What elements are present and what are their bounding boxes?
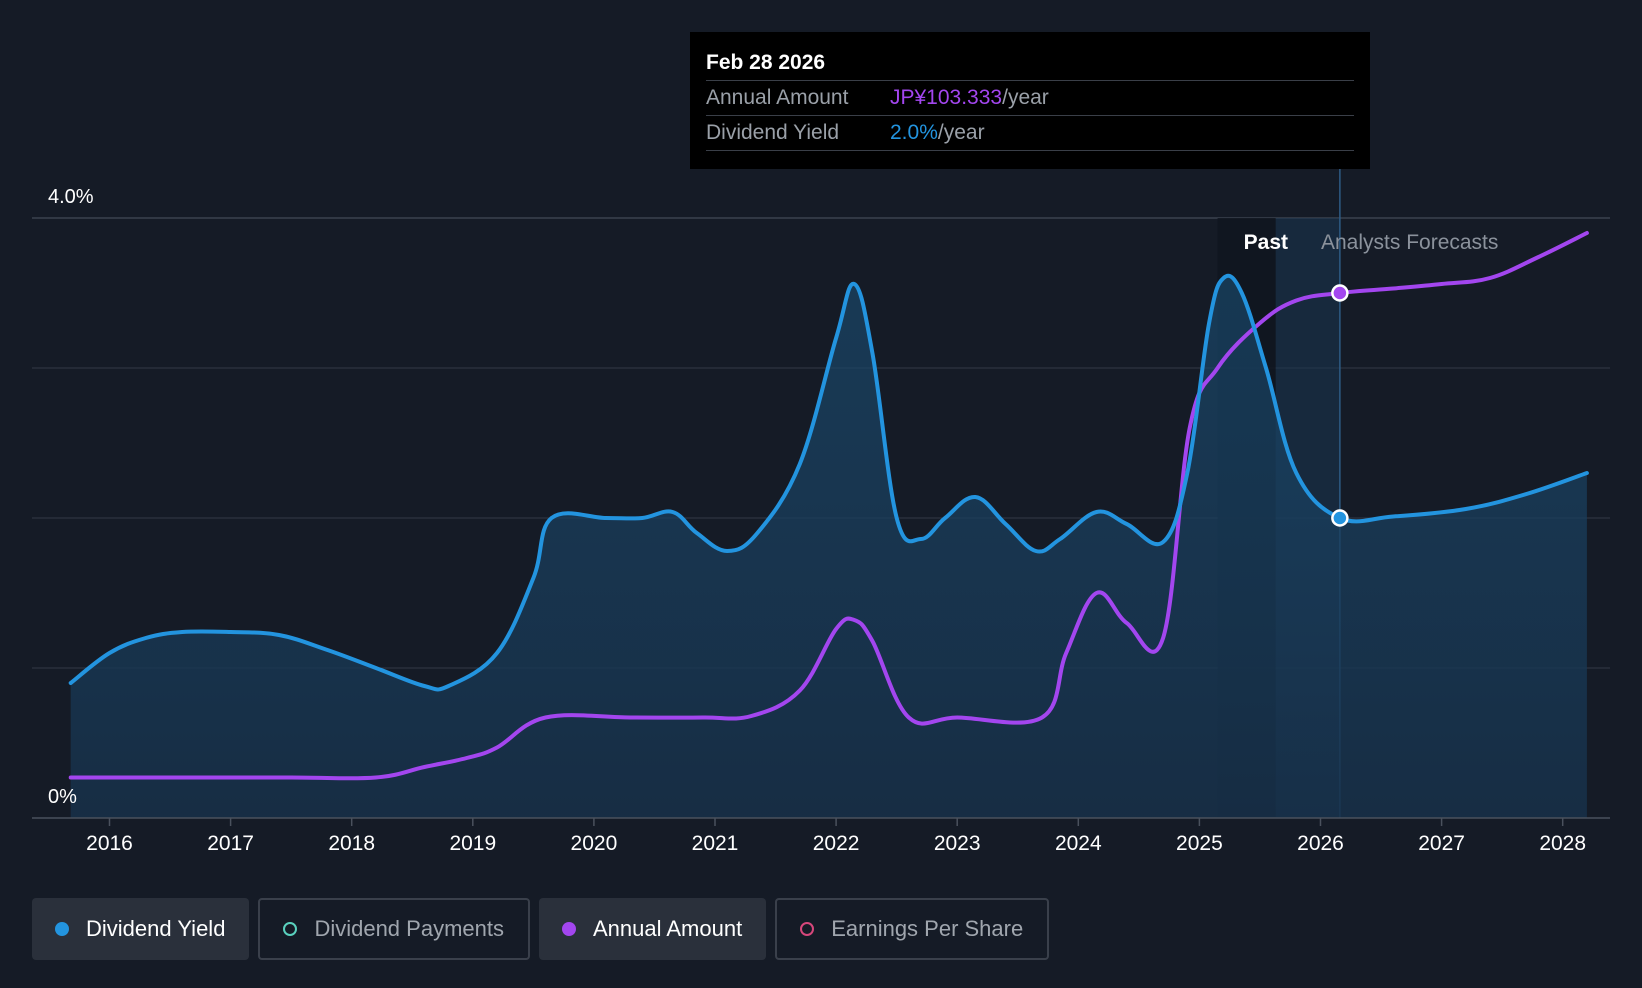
- dividend-yield-area: [70, 275, 1587, 818]
- x-tick-label: 2021: [692, 832, 739, 855]
- x-tick-label: 2023: [934, 832, 981, 855]
- legend-label: Dividend Payments: [314, 916, 504, 941]
- legend-label: Dividend Yield: [86, 916, 226, 941]
- legend-dividend-yield[interactable]: Dividend Yield: [32, 898, 250, 960]
- legend-annual-amount[interactable]: Annual Amount: [538, 898, 767, 960]
- x-tick-label: 2019: [449, 832, 496, 855]
- x-tick-label: 2020: [571, 832, 618, 855]
- legend-dot-icon: [800, 922, 815, 936]
- tooltip-annual-value: JP¥103.333: [890, 86, 1003, 109]
- legend-dot-icon: [55, 922, 69, 936]
- legend-dot-icon: [561, 922, 576, 936]
- legend-dot-icon: [283, 922, 298, 936]
- tooltip-yield-value: 2.0%: [890, 121, 938, 144]
- legend-label: Annual Amount: [592, 916, 743, 941]
- tooltip-date: Feb 28 2026: [706, 46, 1354, 81]
- tooltip-annual-row: Annual Amount JP¥103.333 /year: [706, 81, 1354, 116]
- x-tick-label: 2018: [328, 832, 375, 855]
- x-tick-label: 2026: [1297, 832, 1344, 855]
- legend: Dividend Yield Dividend Payments Annual …: [32, 898, 1050, 960]
- tooltip-yield-row: Dividend Yield 2.0% /year: [706, 116, 1354, 151]
- x-tick-label: 2022: [813, 832, 860, 855]
- dividend-yield-marker: [1331, 509, 1349, 527]
- x-tick-label: 2025: [1176, 832, 1223, 855]
- y-tick-label: 4.0%: [48, 186, 94, 208]
- x-tick-label: 2016: [86, 832, 133, 855]
- tooltip-annual-label: Annual Amount: [706, 86, 849, 109]
- y-tick-label: 0%: [48, 786, 77, 808]
- highlight-markers: [1331, 284, 1349, 527]
- dividend-yield-line: [68, 273, 1589, 692]
- yield-area: [70, 275, 1587, 818]
- axes: 4.0% 0% 2016 2017 2018 2019 2020 2021 2022 2023 20…: [32, 186, 1610, 855]
- annual-amount-marker: [1331, 284, 1349, 302]
- annual-amount-line: [68, 231, 1589, 781]
- tooltip-yield-label: Dividend Yield: [706, 121, 840, 144]
- x-tick-label: 2017: [207, 832, 254, 855]
- series-lines: [68, 231, 1589, 781]
- x-tick-label: 2028: [1539, 832, 1586, 855]
- past-label: Past: [1244, 231, 1288, 254]
- tooltip: Feb 28 2026 Annual Amount JP¥103.333 /ye…: [690, 32, 1370, 169]
- x-tick-label: 2024: [1055, 832, 1102, 855]
- x-tick-label: 2027: [1418, 832, 1465, 855]
- legend-label: Earnings Per Share: [831, 916, 1024, 941]
- tooltip-yield-unit: /year: [937, 121, 985, 144]
- legend-earnings-per-share[interactable]: Earnings Per Share: [775, 898, 1050, 960]
- legend-dividend-payments[interactable]: Dividend Payments: [258, 898, 530, 960]
- forecast-label: Analysts Forecasts: [1321, 231, 1498, 254]
- tooltip-annual-unit: /year: [1002, 86, 1049, 109]
